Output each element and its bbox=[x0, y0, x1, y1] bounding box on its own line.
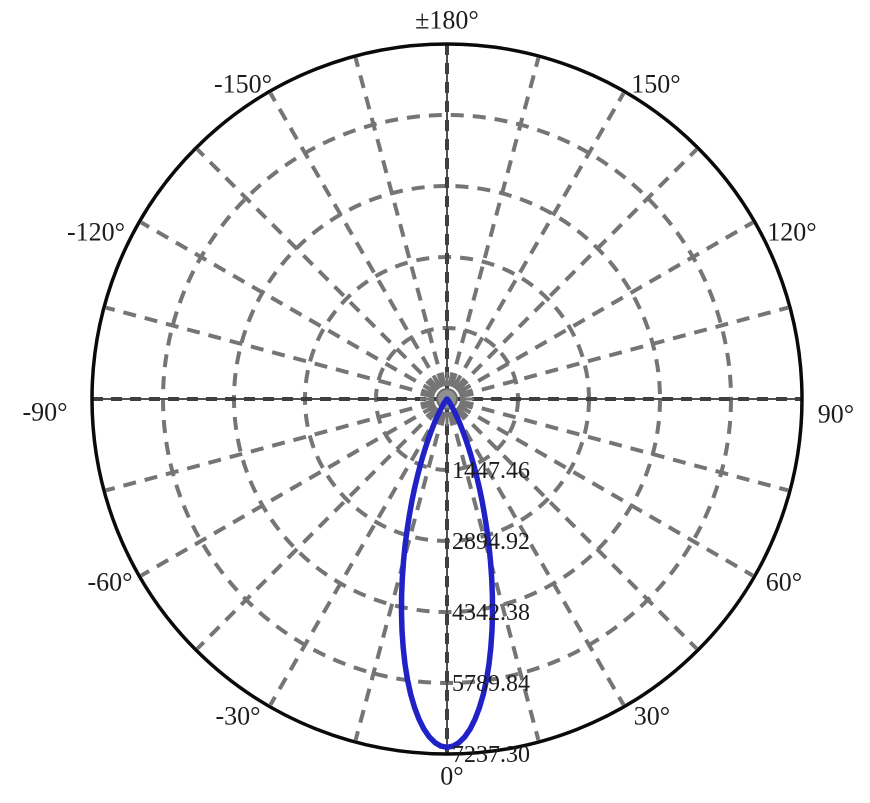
hub-tick bbox=[436, 410, 444, 425]
radial-tick-label: 7237.30 bbox=[452, 742, 530, 768]
hub-tick bbox=[459, 392, 474, 399]
hub-tick bbox=[459, 399, 474, 406]
grid-spoke bbox=[460, 400, 789, 493]
hub-tick bbox=[457, 404, 472, 414]
angle-label: -150° bbox=[214, 70, 272, 99]
radial-tick-label: 1447.46 bbox=[452, 458, 530, 484]
hub-tick bbox=[450, 410, 458, 425]
radial-tick-label: 4342.38 bbox=[452, 600, 530, 626]
hub-tick bbox=[455, 380, 469, 392]
hub-tick bbox=[452, 374, 462, 389]
grid-spoke bbox=[105, 305, 434, 398]
grid-spoke bbox=[268, 410, 442, 706]
hub-tick bbox=[421, 388, 436, 396]
hub-tick bbox=[455, 406, 469, 418]
angle-label: 0° bbox=[440, 762, 463, 791]
hub-tick bbox=[440, 411, 447, 426]
grid-spoke bbox=[452, 410, 626, 706]
grid-spoke bbox=[140, 404, 436, 578]
angle-label: -60° bbox=[87, 568, 132, 597]
hub-tick bbox=[436, 373, 444, 388]
hub-tick bbox=[447, 411, 454, 426]
hub-tick bbox=[457, 384, 472, 394]
hub-tick bbox=[440, 372, 447, 387]
hub-tick bbox=[428, 377, 440, 391]
outer-circle bbox=[90, 42, 804, 756]
radial-tick-label: 5789.84 bbox=[452, 671, 530, 697]
grid-spoke bbox=[268, 92, 442, 388]
grid-spoke bbox=[455, 407, 699, 651]
grid-spoke bbox=[452, 92, 626, 388]
hub-tick bbox=[422, 384, 437, 394]
angle-label: -90° bbox=[22, 398, 67, 427]
hub-tick bbox=[432, 374, 442, 389]
grid-spoke bbox=[195, 407, 439, 651]
angle-label: 120° bbox=[767, 218, 816, 247]
angle-label: ±180° bbox=[415, 6, 479, 35]
radial-tick-label: 2894.92 bbox=[452, 529, 530, 555]
hub-tick bbox=[458, 402, 473, 410]
hub-tick bbox=[425, 380, 439, 392]
grid-spoke bbox=[448, 57, 541, 386]
hub-tick bbox=[458, 388, 473, 396]
angle-label: -120° bbox=[67, 218, 125, 247]
angle-label: 60° bbox=[766, 568, 802, 597]
grid-spoke bbox=[195, 147, 439, 391]
grid-spoke bbox=[353, 412, 446, 741]
hub-tick bbox=[425, 406, 439, 418]
grid-spoke bbox=[140, 220, 436, 394]
hub-tick bbox=[422, 404, 437, 414]
angle-label: -30° bbox=[215, 702, 260, 731]
angle-label: 30° bbox=[634, 702, 670, 731]
angle-label: 90° bbox=[818, 400, 854, 429]
hub-tick bbox=[420, 392, 435, 399]
hub-tick bbox=[420, 399, 435, 406]
grid-spoke bbox=[455, 147, 699, 391]
angle-label: 150° bbox=[631, 70, 680, 99]
intensity-curve bbox=[398, 396, 496, 751]
grid-spoke bbox=[458, 220, 754, 394]
grid-spoke bbox=[460, 305, 789, 398]
hub-tick bbox=[447, 372, 454, 387]
grid-spoke bbox=[353, 57, 446, 386]
hub-tick bbox=[454, 377, 466, 391]
hub-tick bbox=[450, 373, 458, 388]
grid-spoke bbox=[448, 412, 541, 741]
grid-spoke bbox=[458, 404, 754, 578]
hub-tick bbox=[421, 402, 436, 410]
grid-spoke bbox=[105, 400, 434, 493]
